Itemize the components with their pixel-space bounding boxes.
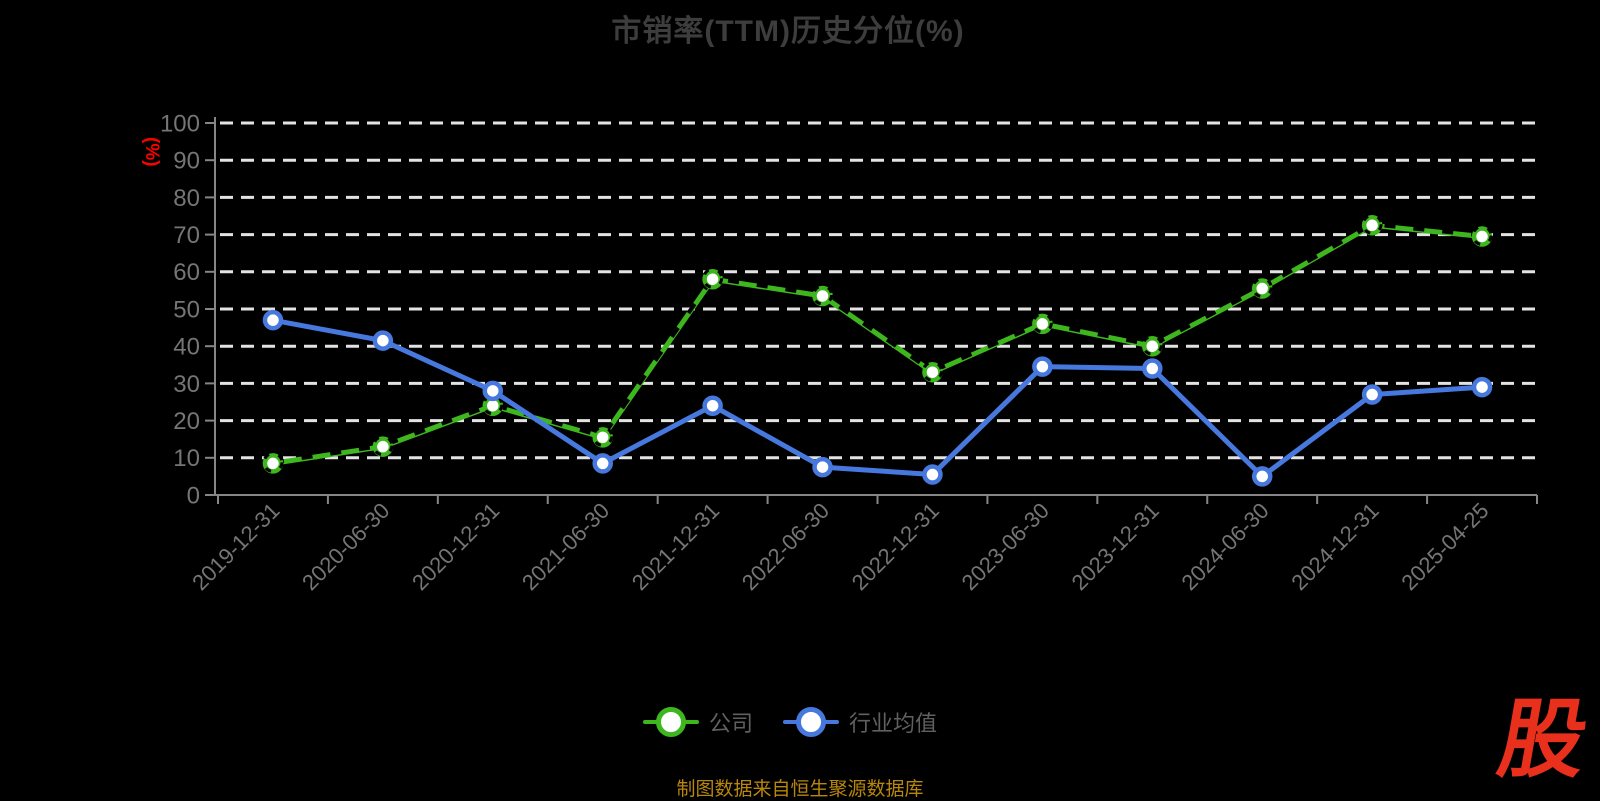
data-point-marker-1[interactable] [702, 395, 723, 416]
x-axis-label: 2021-06-30 [517, 498, 614, 595]
y-axis-label: 0 [187, 482, 200, 509]
overlay-marker-ring-0 [1471, 224, 1493, 246]
x-axis-label: 2022-06-30 [737, 498, 834, 595]
overlay-marker-ring-0 [702, 267, 724, 289]
chart-title: 市销率(TTM)历史分位(%) [611, 15, 965, 48]
y-axis-label: 30 [173, 371, 200, 398]
overlay-marker-ring-0 [482, 394, 504, 416]
data-point-marker-1[interactable] [1361, 384, 1383, 405]
x-axis-label: 2021-12-31 [627, 498, 724, 595]
x-axis-label: 2022-12-31 [847, 498, 944, 595]
x-axis-label: 2020-06-30 [297, 498, 394, 595]
series-overlay-dashed-0 [272, 222, 1483, 465]
y-axis-label: 10 [173, 445, 200, 472]
overlay-marker-ring-0 [1361, 213, 1383, 235]
overlay-marker-ring-0 [812, 284, 834, 306]
legend-item-industry-average[interactable]: 行业均值 [783, 706, 937, 738]
company-series-icon [642, 707, 699, 737]
brand-logo: 股 [1491, 692, 1595, 788]
data-point-marker-1[interactable] [482, 380, 504, 402]
data-source-note: 制图数据来自恒生聚源数据库 [676, 779, 924, 800]
x-axis-label: 2025-04-25 [1396, 498, 1493, 595]
series-line-0 [270, 222, 1485, 466]
overlay-marker-ring-0 [592, 425, 614, 447]
data-point-marker-1[interactable] [1032, 356, 1053, 377]
overlay-marker-ring-0 [262, 451, 284, 473]
x-axis-label: 2020-12-31 [407, 498, 504, 595]
overlay-marker-ring-0 [1141, 334, 1163, 356]
y-axis-label: 40 [173, 334, 200, 361]
data-point-marker-1[interactable] [1142, 358, 1163, 379]
data-point-marker-1[interactable] [1471, 376, 1493, 398]
legend-label-company: 公司 [708, 711, 753, 736]
industry-series-icon [783, 707, 839, 737]
y-axis-label: 50 [173, 296, 200, 323]
chart-legend: 公司 行业均值 [0, 698, 1580, 746]
overlay-marker-ring-0 [372, 435, 394, 457]
x-axis-label: 2024-12-31 [1286, 498, 1383, 595]
y-axis-label: 80 [173, 185, 200, 212]
x-axis-label: 2023-06-30 [957, 498, 1054, 595]
data-point-marker-1[interactable] [812, 456, 833, 478]
y-axis-unit-label: (%) [141, 137, 162, 167]
legend-label-industry-average: 行业均值 [849, 711, 938, 736]
y-axis-label: 20 [173, 408, 200, 435]
data-point-marker-1[interactable] [922, 464, 943, 485]
x-axis-label: 2023-12-31 [1067, 498, 1164, 595]
overlay-marker-ring-0 [1031, 312, 1053, 334]
series-line-1 [270, 317, 1485, 479]
y-axis-label: 70 [173, 222, 200, 249]
data-point-marker-1[interactable] [1251, 466, 1273, 487]
y-axis-label: 100 [160, 110, 200, 137]
data-point-marker-1[interactable] [262, 309, 284, 331]
y-axis-label: 60 [173, 259, 200, 286]
y-axis-label: 90 [173, 148, 200, 175]
x-axis-label: 2019-12-31 [187, 498, 284, 595]
data-point-marker-1[interactable] [372, 330, 394, 351]
overlay-marker-ring-0 [921, 360, 943, 382]
overlay-marker-ring-0 [1251, 277, 1273, 299]
data-point-marker-1[interactable] [592, 453, 613, 474]
x-axis-label: 2024-06-30 [1176, 498, 1273, 595]
legend-item-company[interactable]: 公司 [642, 706, 753, 738]
